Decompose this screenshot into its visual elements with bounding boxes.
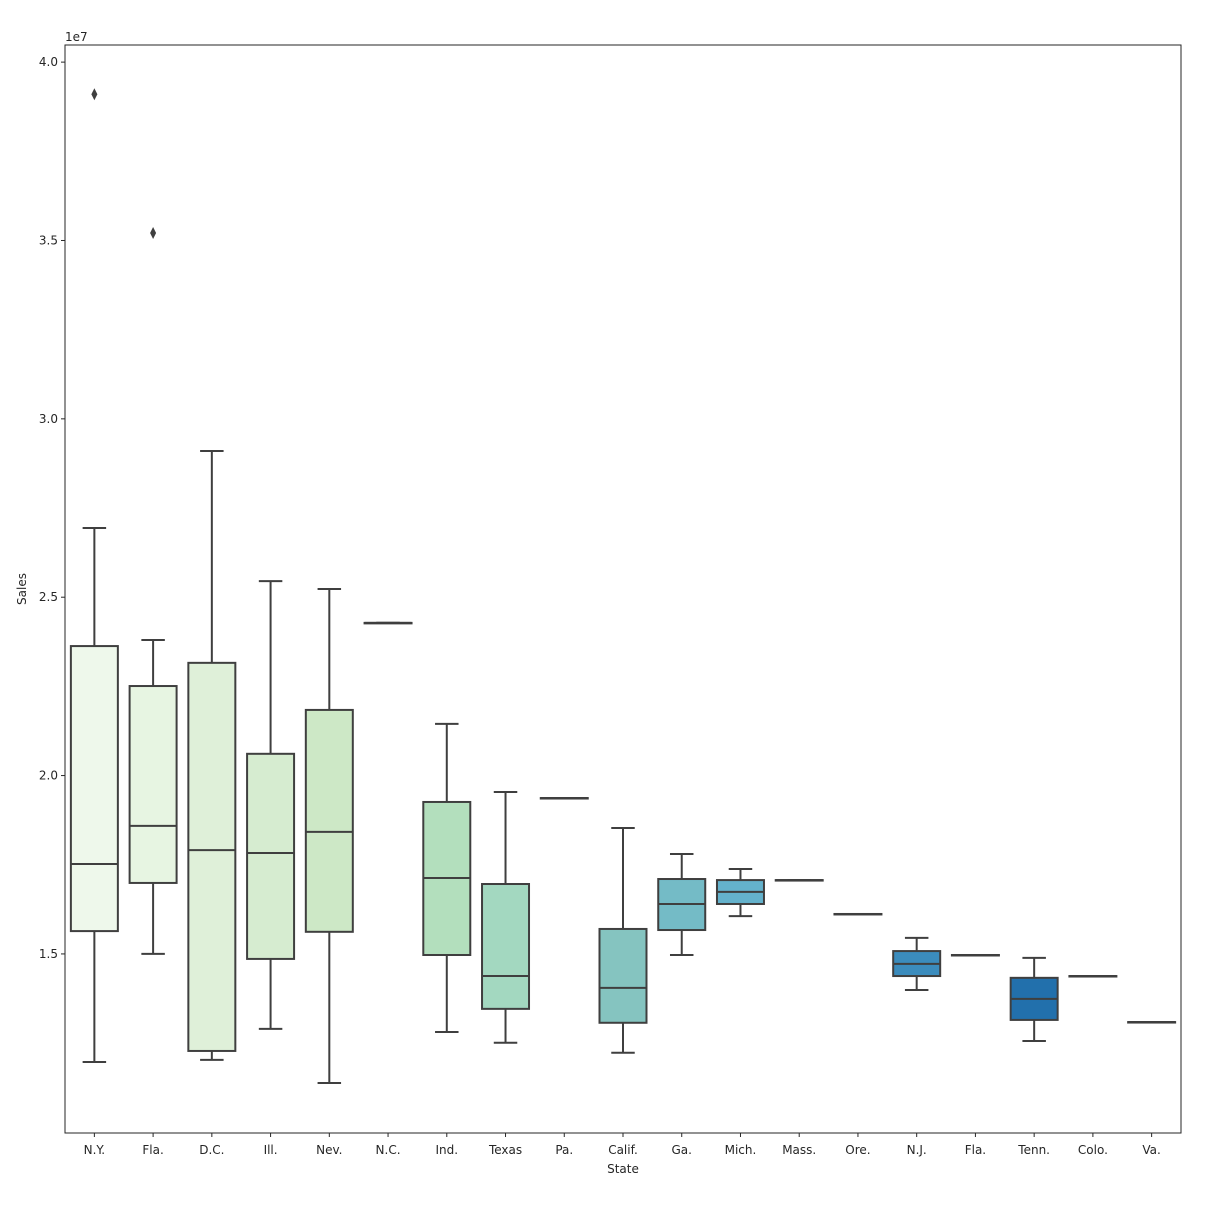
x-tick-label: Calif. [608, 1143, 638, 1157]
box-iqr [481, 883, 531, 1010]
box-iqr [598, 927, 648, 1024]
box-iqr [304, 708, 354, 933]
box-16 [950, 953, 1000, 957]
box-2 [128, 226, 178, 955]
y-tick-label: 4.0 [39, 55, 58, 69]
plot-marks [69, 88, 1177, 1085]
x-tick-label: Fla. [965, 1143, 986, 1157]
y-tick-label: 1.5 [39, 947, 58, 961]
y-tick-label: 2.0 [39, 769, 58, 783]
box-6 [363, 621, 413, 625]
y-tick-label: 2.5 [39, 590, 58, 604]
outlier-point [150, 226, 157, 239]
x-tick-label: Mass. [782, 1143, 816, 1157]
x-tick-label: N.C. [376, 1143, 401, 1157]
y-offset-label: 1e7 [65, 30, 88, 44]
box-3 [187, 449, 237, 1061]
box-iqr [128, 685, 178, 884]
x-tick-label: Mich. [725, 1143, 757, 1157]
box-9 [539, 797, 589, 800]
box-17 [1009, 956, 1059, 1042]
box-11 [657, 853, 707, 956]
x-tick-label: Fla. [142, 1143, 163, 1157]
x-tick-label: Tenn. [1017, 1143, 1050, 1157]
y-tick-label: 3.0 [39, 412, 58, 426]
x-tick-label: Ind. [436, 1143, 459, 1157]
x-tick-label: Texas [488, 1143, 522, 1157]
x-tick-label: Ore. [845, 1143, 870, 1157]
x-tick-label: Nev. [316, 1143, 342, 1157]
x-tick-label: Va. [1142, 1143, 1160, 1157]
x-tick-label: Colo. [1078, 1143, 1108, 1157]
box-1 [69, 88, 119, 1064]
box-8 [481, 790, 531, 1044]
x-tick-label: Pa. [555, 1143, 573, 1157]
y-tick-label: 3.5 [39, 233, 58, 247]
box-14 [833, 912, 883, 916]
x-tick-label: N.J. [907, 1143, 927, 1157]
box-5 [304, 588, 354, 1085]
box-7 [422, 722, 472, 1034]
box-12 [715, 868, 765, 918]
box-iqr [246, 752, 296, 960]
y-axis-label: Sales [15, 573, 29, 605]
box-iqr [69, 645, 119, 933]
x-tick-label: Ga. [672, 1143, 692, 1157]
x-tick-label: D.C. [199, 1143, 224, 1157]
box-iqr [187, 661, 237, 1052]
box-15 [892, 936, 942, 991]
box-19 [1127, 1021, 1177, 1024]
box-10 [598, 827, 648, 1054]
box-13 [774, 879, 824, 882]
x-tick-label: N.Y. [84, 1143, 106, 1157]
box-18 [1068, 975, 1118, 978]
y-axis: 1.5 2.0 2.5 3.0 3.5 4.0 [39, 55, 65, 961]
box-4 [246, 580, 296, 1030]
outlier-point [91, 88, 98, 101]
x-tick-label: Ill. [264, 1143, 278, 1157]
x-axis: N.Y. Fla. D.C. Ill. Nev. N.C. Ind. Texas Pa. Cali… [84, 1133, 1161, 1157]
x-axis-label: State [607, 1162, 639, 1176]
